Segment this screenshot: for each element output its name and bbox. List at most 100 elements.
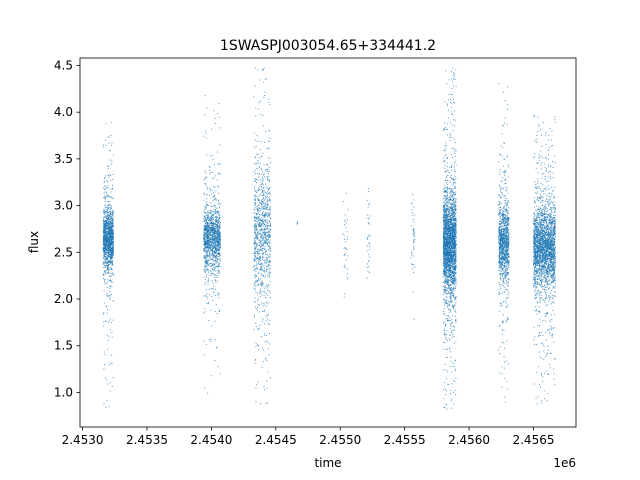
data-point (214, 245, 216, 247)
data-point (266, 226, 268, 228)
data-point (258, 199, 260, 201)
data-point (262, 218, 264, 220)
data-point (215, 224, 217, 226)
data-point (110, 256, 112, 258)
data-point (112, 243, 114, 245)
data-point (211, 229, 213, 231)
data-point (203, 225, 205, 227)
data-point (107, 204, 109, 206)
data-point (215, 221, 217, 223)
data-point (446, 275, 448, 277)
data-point (213, 228, 215, 230)
data-point (106, 213, 108, 215)
data-point (261, 256, 263, 258)
data-point (214, 209, 216, 211)
data-point (255, 256, 257, 258)
data-point (265, 130, 267, 132)
data-point (216, 240, 218, 242)
data-point (105, 230, 107, 232)
data-point (206, 250, 208, 252)
data-point (107, 209, 109, 211)
data-point (105, 139, 107, 141)
data-point (205, 270, 207, 272)
data-point (205, 265, 207, 267)
data-point (257, 250, 259, 252)
data-point (105, 236, 107, 238)
data-point (211, 216, 213, 218)
data-point (206, 107, 208, 109)
data-point (111, 142, 113, 144)
data-point (216, 275, 218, 277)
data-point (110, 254, 112, 256)
data-point (205, 212, 206, 214)
data-point (207, 228, 209, 230)
data-point (212, 246, 214, 248)
data-point (446, 226, 448, 228)
data-point (368, 266, 370, 268)
data-point (211, 258, 213, 260)
data-point (207, 279, 209, 281)
data-point (203, 340, 205, 342)
data-point (254, 241, 256, 243)
data-point (262, 242, 264, 244)
data-point (262, 254, 264, 256)
data-point (106, 233, 108, 235)
data-point (444, 196, 446, 198)
data-point (258, 179, 260, 181)
data-point (218, 231, 220, 233)
data-point (259, 252, 261, 254)
data-point (449, 181, 451, 183)
data-point (211, 245, 213, 247)
data-point (212, 247, 214, 249)
data-point (445, 210, 447, 212)
data-point (109, 245, 111, 247)
data-point (254, 204, 256, 206)
data-point (267, 231, 269, 233)
data-point (218, 230, 220, 232)
data-point (212, 196, 214, 198)
data-point (210, 249, 212, 251)
data-point (111, 223, 113, 225)
data-point (206, 257, 208, 259)
data-point (210, 188, 212, 190)
data-point (205, 243, 207, 245)
data-point (108, 227, 110, 228)
data-point (411, 209, 413, 211)
data-point (107, 340, 109, 342)
data-point (255, 248, 257, 250)
data-point (265, 191, 267, 193)
data-point (261, 220, 263, 222)
data-point (212, 232, 214, 234)
data-point (206, 252, 208, 254)
data-point (106, 235, 108, 237)
data-point (257, 328, 259, 330)
data-point (269, 242, 271, 244)
data-point (212, 238, 214, 240)
data-point (112, 220, 114, 222)
data-point (211, 244, 213, 246)
data-point (447, 240, 449, 242)
data-point (111, 226, 113, 228)
data-point (258, 257, 260, 259)
data-point (216, 247, 218, 249)
data-point (204, 263, 206, 265)
data-point (261, 224, 263, 225)
data-point (443, 227, 445, 229)
data-point (255, 107, 257, 109)
data-point (448, 217, 450, 219)
data-point (265, 203, 267, 205)
data-point (268, 246, 270, 248)
data-point (213, 210, 215, 212)
data-point (268, 234, 270, 236)
data-point (104, 269, 106, 271)
data-point (107, 259, 109, 261)
data-point (212, 254, 214, 256)
data-point (102, 243, 104, 245)
data-point (256, 153, 258, 155)
data-point (208, 224, 210, 226)
data-point (261, 221, 263, 223)
data-point (449, 257, 451, 259)
data-point (217, 173, 219, 175)
data-point (209, 222, 211, 224)
data-point (105, 215, 107, 217)
